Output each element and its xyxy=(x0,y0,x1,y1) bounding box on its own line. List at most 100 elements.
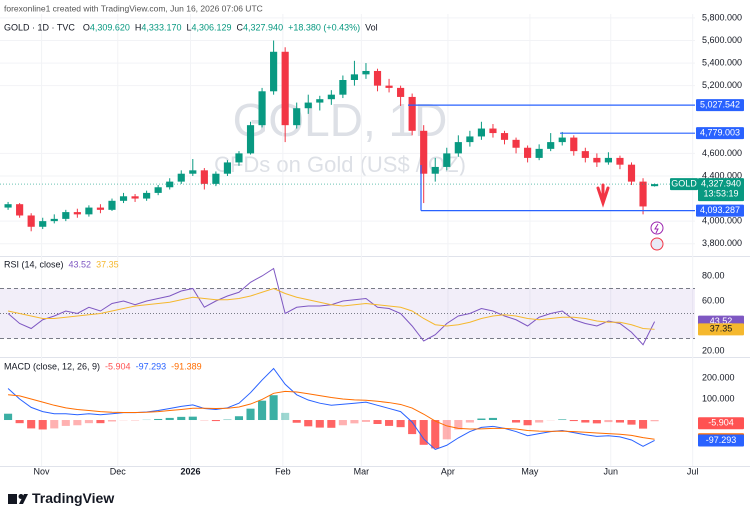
level-label: 4,093.287 xyxy=(700,205,740,215)
x-tick-label: Nov xyxy=(34,466,51,476)
header-text: C xyxy=(237,22,244,32)
pane-header: -91.389 xyxy=(171,361,202,371)
candle-body xyxy=(39,221,47,227)
candle-body xyxy=(85,207,93,215)
macd-histogram-bar xyxy=(569,420,578,422)
macd-histogram-bar xyxy=(292,420,301,423)
y-tick-label: 3,800.000 xyxy=(702,238,742,248)
level-label-box xyxy=(696,99,744,112)
pane-header: RSI (14, close) xyxy=(4,259,64,269)
economic-event-icon[interactable] xyxy=(650,237,664,251)
macd-histogram-bar xyxy=(73,420,82,426)
header-text: Vol xyxy=(365,22,378,32)
macd-value-label: -5.904 xyxy=(708,418,734,428)
candle-body xyxy=(362,70,370,75)
candle-body xyxy=(304,102,312,109)
y-tick-label: 4,000.000 xyxy=(702,216,742,226)
logo-mark xyxy=(19,494,28,504)
candle-body xyxy=(143,192,151,199)
macd-histogram-bar xyxy=(488,417,498,421)
macd-histogram-bar xyxy=(592,420,601,424)
candle-body xyxy=(604,157,612,163)
macd-histogram-bar xyxy=(338,420,347,426)
macd-histogram-bar xyxy=(234,416,244,421)
header-text: 4,306.129 xyxy=(191,22,231,32)
candle-body xyxy=(16,204,24,216)
rsi-value-box xyxy=(698,323,744,336)
candle-body xyxy=(327,94,335,100)
candle-body xyxy=(154,187,162,193)
y-tick-label: 5,200.000 xyxy=(702,80,742,90)
countdown: 13:53:19 xyxy=(703,188,738,198)
macd-histogram-bar xyxy=(581,420,590,423)
macd-histogram-bar xyxy=(408,420,417,435)
macd-histogram-bar xyxy=(512,420,521,423)
candle-body xyxy=(581,151,589,158)
x-tick-label: Dec xyxy=(110,466,127,476)
macd-histogram-bar xyxy=(315,420,324,428)
candle-body xyxy=(443,153,451,167)
candle-body xyxy=(397,87,405,97)
candle-body xyxy=(627,164,636,182)
candle-body xyxy=(454,142,462,154)
macd-histogram-bar xyxy=(281,412,290,421)
header-text: +18.380 (+0.43%) xyxy=(288,22,360,32)
candle-body xyxy=(316,99,324,103)
candle-body xyxy=(73,212,81,215)
macd-tick-label: 200.000 xyxy=(702,372,735,382)
rsi-tick-label: 80.00 xyxy=(702,270,725,280)
candle-body xyxy=(62,212,70,219)
candle-body xyxy=(512,139,520,148)
level-label: 4,779.003 xyxy=(700,128,740,138)
header-text: GOLD · 1D · TVC xyxy=(4,22,75,32)
macd-histogram-bar xyxy=(177,416,186,421)
macd-histogram-bar xyxy=(258,400,267,421)
event-icon xyxy=(654,223,659,234)
macd-value-label: -97.293 xyxy=(706,435,737,445)
candle-body xyxy=(558,137,566,143)
level-label-box xyxy=(696,204,744,217)
macd-histogram-bar xyxy=(615,420,624,423)
macd-histogram-bar xyxy=(96,420,105,424)
candle-body xyxy=(408,96,416,131)
candle-body xyxy=(270,51,278,92)
macd-histogram-bar xyxy=(442,420,451,440)
watermark-subtitle: CFDs on Gold (US$ / OZ) xyxy=(214,152,466,177)
candle-body xyxy=(50,218,58,222)
candle-body xyxy=(651,184,659,187)
last-price-label: 4,327.940 xyxy=(701,178,741,188)
candle-body xyxy=(339,80,347,95)
x-tick-label: May xyxy=(521,466,539,476)
macd-histogram-bar xyxy=(246,408,255,421)
candle-body xyxy=(616,157,624,165)
macd-histogram-bar xyxy=(154,418,163,421)
macd-histogram-bar xyxy=(650,420,659,422)
pane-header: MACD (close, 12, 26, 9) xyxy=(4,361,100,371)
macd-histogram-bar xyxy=(50,420,59,429)
candle-body xyxy=(373,70,382,86)
macd-line xyxy=(7,367,655,451)
rsi-line xyxy=(7,287,655,330)
level-label-box xyxy=(696,127,744,140)
macd-histogram-bar xyxy=(269,395,278,421)
symbol-label: GOLD xyxy=(671,178,697,188)
candle-body xyxy=(235,153,243,163)
header-text: 4,309.620 xyxy=(90,22,130,32)
macd-histogram-bar xyxy=(15,420,24,424)
header-text: 4,333.170 xyxy=(141,22,181,32)
x-tick-label: Apr xyxy=(441,466,455,476)
y-tick-label: 4,400.000 xyxy=(702,170,742,180)
event-icon[interactable] xyxy=(650,221,664,235)
rsi-value-label: 43.52 xyxy=(710,316,733,326)
y-tick-label: 5,400.000 xyxy=(702,57,742,67)
macd-tick-label: 100.000 xyxy=(702,393,735,403)
candle-body xyxy=(281,51,289,126)
macd-histogram-bar xyxy=(304,420,313,427)
plot xyxy=(0,40,695,451)
macd-value-box xyxy=(698,434,744,447)
y-tick-label: 4,600.000 xyxy=(702,148,742,158)
header-text: L xyxy=(186,22,191,32)
candle-body xyxy=(177,173,185,182)
candle-body xyxy=(258,91,266,126)
